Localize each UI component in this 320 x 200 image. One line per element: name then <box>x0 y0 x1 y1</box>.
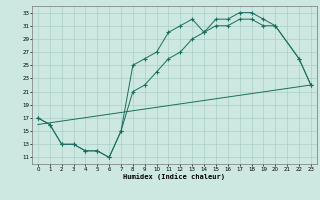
X-axis label: Humidex (Indice chaleur): Humidex (Indice chaleur) <box>124 173 225 180</box>
